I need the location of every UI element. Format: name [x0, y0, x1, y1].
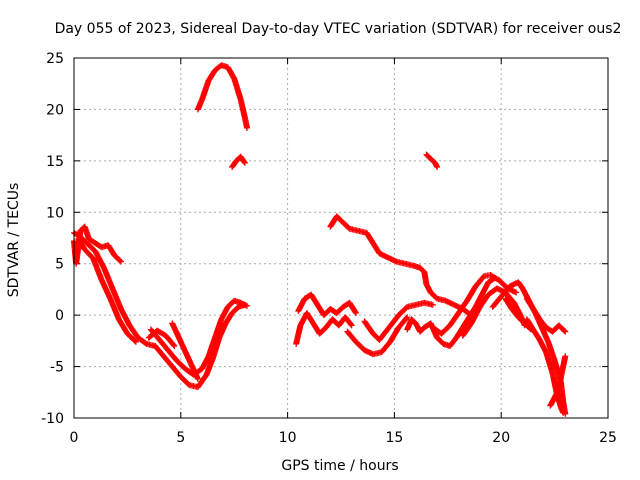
data-point [132, 338, 139, 345]
series-arc-23 [502, 295, 535, 333]
data-points [71, 62, 569, 417]
data-point [562, 328, 569, 335]
data-point [241, 159, 248, 166]
series-arc-2 [75, 236, 139, 345]
y-tick-label: 25 [46, 51, 64, 67]
data-point [560, 409, 567, 416]
x-tick-label: 15 [385, 430, 403, 446]
data-point [132, 338, 139, 345]
y-tick-label: 15 [46, 154, 64, 170]
data-point [241, 301, 248, 308]
data-point [434, 164, 441, 171]
data-point [513, 289, 520, 296]
x-tick-label: 5 [176, 430, 185, 446]
y-tick-label: -10 [41, 411, 64, 427]
data-point [561, 327, 568, 334]
x-tick-label: 25 [599, 430, 617, 446]
data-point [429, 301, 436, 308]
series-arc-11 [295, 291, 359, 319]
chart-title: Day 055 of 2023, Sidereal Day-to-day VTE… [55, 21, 622, 37]
y-tick-label: -5 [50, 360, 64, 376]
series-arc-18 [459, 285, 528, 339]
y-tick-label: 10 [46, 205, 64, 221]
data-point [117, 258, 124, 265]
series-arc-17 [429, 272, 520, 337]
data-point [348, 322, 355, 329]
data-point [347, 321, 354, 328]
series-arc-5 [152, 301, 248, 391]
series-arc-7 [145, 327, 178, 349]
data-point [117, 257, 124, 264]
y-axis-label: SDTVAR / TECUs [6, 183, 22, 298]
series-arc-16 [404, 275, 498, 349]
plot-frame [73, 57, 609, 419]
data-point [244, 124, 251, 131]
data-point [241, 159, 248, 166]
series-arc-1 [71, 229, 159, 349]
x-tick-label: 10 [279, 430, 297, 446]
data-point [170, 342, 177, 349]
series-arc-9 [229, 153, 248, 171]
axis-ticks: 0 5 10 15 20 25 -10 -5 0 5 10 15 20 25 [41, 51, 617, 446]
y-tick-label: 5 [55, 257, 64, 273]
gridlines [74, 58, 608, 418]
data-point [171, 343, 178, 349]
data-point [562, 353, 569, 360]
x-axis-label: GPS time / hours [281, 458, 398, 474]
data-point [403, 315, 410, 322]
data-point [528, 326, 535, 333]
data-point [194, 375, 201, 382]
x-tick-label: 0 [70, 430, 79, 446]
data-point [352, 310, 359, 317]
series-arc-10 [293, 310, 355, 347]
data-point [404, 314, 411, 321]
series-arc-21 [547, 353, 569, 409]
series-arc-8 [194, 62, 251, 131]
series-arc-13 [361, 299, 436, 343]
data-point [527, 325, 534, 332]
series-arc-15 [423, 151, 441, 171]
y-tick-label: 0 [55, 308, 64, 324]
series-arc-12 [344, 314, 411, 358]
series-arc-6 [169, 320, 201, 382]
x-tick-label: 20 [492, 430, 510, 446]
series-arc-22 [523, 295, 569, 335]
y-tick-label: 20 [46, 102, 64, 118]
